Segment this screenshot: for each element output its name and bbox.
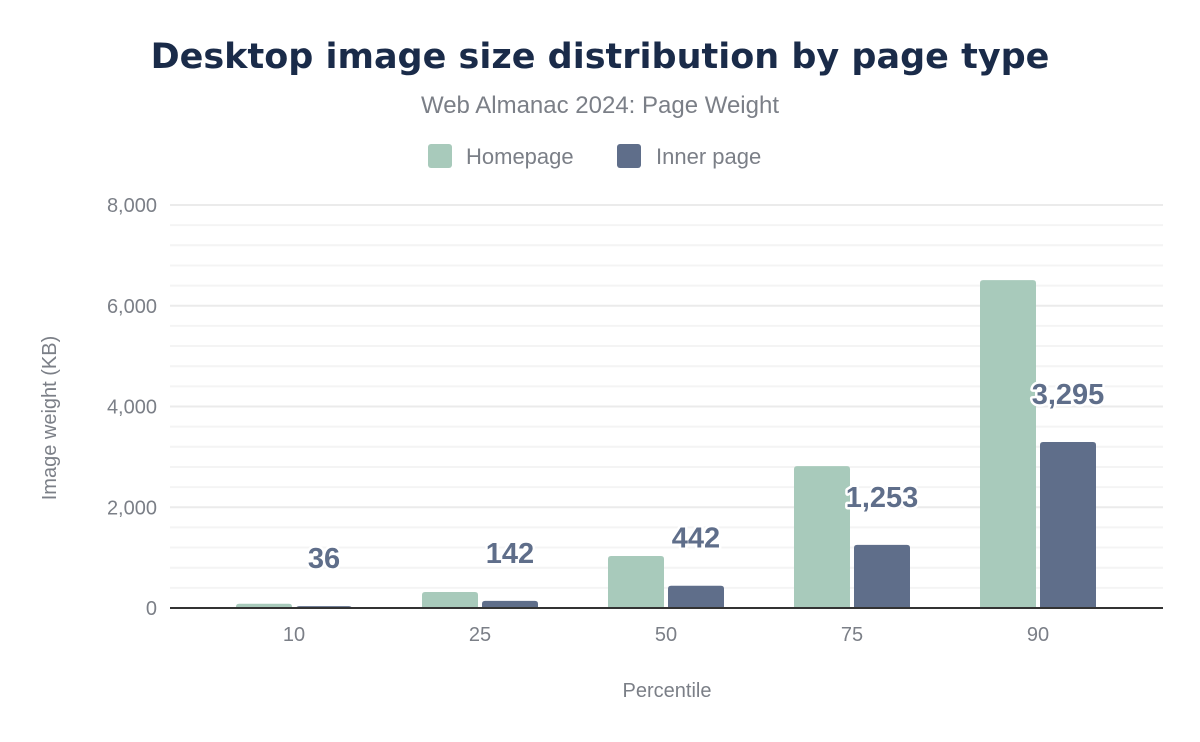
bar-homepage <box>980 280 1036 608</box>
chart-title: Desktop image size distribution by page … <box>151 37 1050 77</box>
bar-inner-page <box>482 600 538 608</box>
bar-inner-page <box>1040 442 1096 608</box>
bar-inner-page <box>668 585 724 608</box>
bar-homepage <box>422 592 478 608</box>
bars <box>236 280 1096 610</box>
data-label: 36 <box>308 543 340 575</box>
data-label: 3,295 <box>1032 379 1105 411</box>
legend-label: Inner page <box>656 144 761 169</box>
y-tick-label: 6,000 <box>107 296 157 318</box>
y-axis-ticks: 0 2,000 4,000 6,000 8,000 <box>107 195 157 620</box>
bar-homepage <box>608 556 664 608</box>
data-label: 442 <box>672 523 720 555</box>
bar-homepage <box>794 466 850 608</box>
y-tick-label: 4,000 <box>107 397 157 419</box>
legend-swatch <box>617 144 641 168</box>
chart-subtitle: Web Almanac 2024: Page Weight <box>421 92 779 119</box>
x-tick-label: 10 <box>283 624 305 646</box>
y-tick-label: 8,000 <box>107 195 157 217</box>
legend-swatch <box>428 144 452 168</box>
x-tick-label: 90 <box>1027 624 1049 646</box>
bar-homepage <box>236 603 292 608</box>
x-tick-label: 25 <box>469 624 491 646</box>
bar-inner-page <box>854 544 910 608</box>
data-label: 1,253 <box>846 482 919 514</box>
y-tick-label: 2,000 <box>107 497 157 519</box>
y-tick-label: 0 <box>146 598 157 620</box>
data-labels: 36 142 442 1,253 3,295 <box>305 377 1106 578</box>
x-tick-label: 50 <box>655 624 677 646</box>
x-tick-label: 75 <box>841 624 863 646</box>
x-axis-title: Percentile <box>623 680 712 702</box>
x-axis-ticks: 10 25 50 75 90 <box>283 624 1049 646</box>
legend: Homepage Inner page <box>428 144 761 169</box>
y-axis-title: Image weight (KB) <box>39 336 61 501</box>
legend-label: Homepage <box>466 144 574 169</box>
data-label: 142 <box>486 538 534 570</box>
